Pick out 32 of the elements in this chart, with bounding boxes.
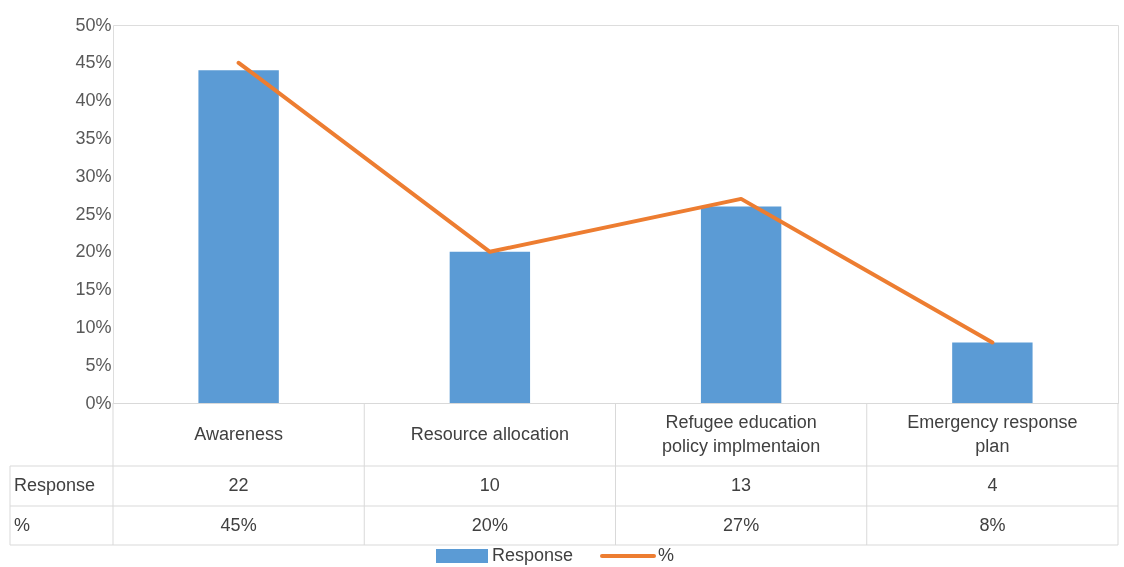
- text: Response: [14, 475, 96, 495]
- data-label: 13: [731, 475, 752, 495]
- x-tick-label: Awareness: [194, 423, 283, 444]
- bar: [700, 206, 782, 403]
- y-tick-label: 0%: [85, 392, 112, 413]
- line-series: [236, 60, 995, 345]
- y-tick-label: 45%: [75, 52, 112, 73]
- y-tick-label: 30%: [75, 165, 112, 186]
- y-tick-label: 35%: [75, 127, 112, 148]
- data-label: 10: [479, 475, 500, 495]
- y-tick-label: 40%: [75, 90, 112, 111]
- y-tick-label: 20%: [75, 241, 112, 262]
- text: %: [14, 515, 31, 535]
- data-label: 45%: [220, 515, 257, 535]
- data-label: 4: [987, 475, 998, 495]
- bar: [952, 342, 1033, 403]
- y-tick-label: 10%: [75, 316, 112, 337]
- x-tick-label: Resource allocation: [410, 423, 569, 444]
- bar: [449, 251, 531, 403]
- data-label: 8%: [979, 515, 1006, 535]
- legend-label: %: [658, 545, 675, 565]
- data-label: 20%: [471, 515, 508, 535]
- x-tick-label: Emergency response plan: [907, 411, 1078, 456]
- legend-label: Response: [492, 545, 574, 565]
- data-label: 27%: [723, 515, 760, 535]
- bar: [198, 70, 279, 403]
- y-tick-label: 15%: [75, 279, 112, 300]
- y-tick-label: 5%: [85, 354, 112, 375]
- data-label: 22: [228, 475, 249, 495]
- y-tick-label: 25%: [75, 203, 112, 224]
- y-tick-label: 50%: [75, 14, 112, 35]
- x-tick-label: Refugee education policy implmentaion: [662, 411, 821, 456]
